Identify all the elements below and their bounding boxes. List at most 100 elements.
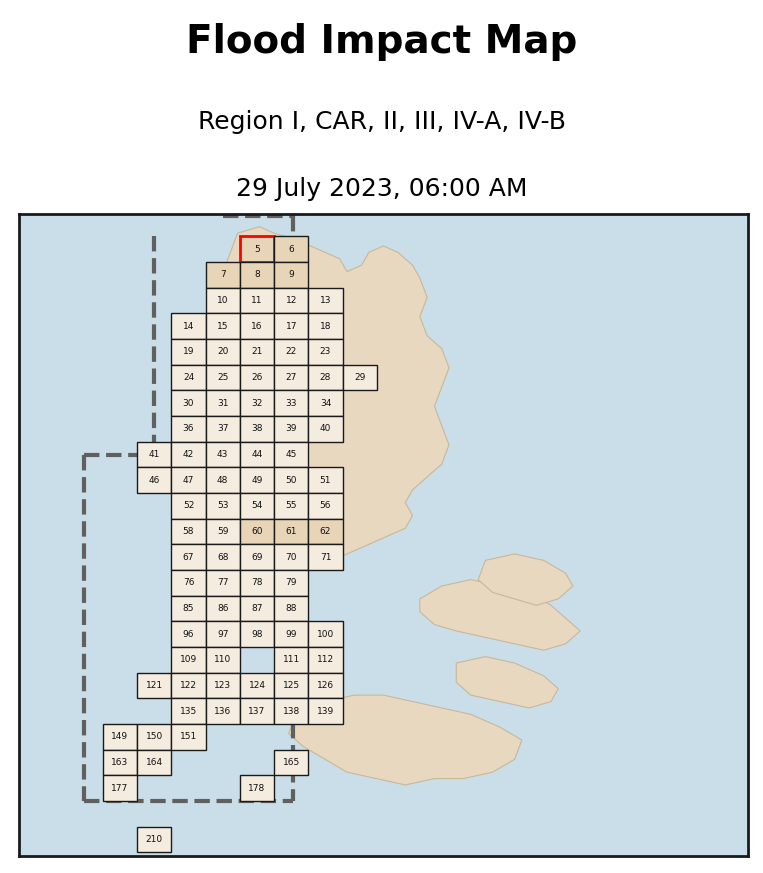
Text: 210: 210 [146,835,163,844]
Text: 29 July 2023, 06:00 AM: 29 July 2023, 06:00 AM [236,176,527,201]
Text: 123: 123 [214,681,231,690]
Text: 55: 55 [285,501,297,511]
Bar [308,313,343,339]
Text: 85: 85 [183,604,195,613]
Bar [103,775,137,801]
Text: 54: 54 [251,501,262,511]
Text: 36: 36 [183,424,195,433]
Polygon shape [456,656,559,708]
Text: 21: 21 [251,347,262,356]
Bar [172,595,205,622]
Bar [172,365,205,390]
Text: 7: 7 [220,271,226,279]
Text: 139: 139 [317,706,334,716]
Text: 164: 164 [146,758,163,767]
Text: 14: 14 [183,321,194,331]
Bar [240,519,274,545]
Bar [137,724,172,750]
Bar [103,750,137,775]
Text: 110: 110 [214,656,231,664]
Text: 33: 33 [285,399,297,408]
Text: 45: 45 [285,450,297,459]
Text: 124: 124 [249,681,266,690]
Bar [205,647,240,673]
Text: 43: 43 [217,450,228,459]
Bar [308,467,343,493]
Text: 39: 39 [285,424,297,433]
Text: 25: 25 [217,373,228,382]
Text: 48: 48 [217,476,228,485]
Bar [274,390,308,416]
Text: 9: 9 [288,271,294,279]
Text: 29: 29 [354,373,365,382]
Text: 122: 122 [180,681,197,690]
Bar [205,288,240,313]
Bar [308,647,343,673]
Text: 8: 8 [254,271,260,279]
Polygon shape [420,580,580,650]
Bar [172,493,205,519]
Bar [137,750,172,775]
Bar [274,698,308,724]
Bar [240,570,274,595]
Bar [308,416,343,442]
Text: 58: 58 [183,527,195,536]
Text: 13: 13 [320,296,331,305]
Bar [308,288,343,313]
Text: 88: 88 [285,604,297,613]
Text: 111: 111 [282,656,300,664]
Text: 56: 56 [320,501,331,511]
Text: 32: 32 [251,399,262,408]
Bar [240,493,274,519]
Text: 52: 52 [183,501,194,511]
Polygon shape [288,695,522,785]
Bar [205,416,240,442]
Bar [172,570,205,595]
Bar [240,262,274,288]
Bar [274,442,308,467]
Text: 79: 79 [285,578,297,588]
Text: 178: 178 [249,784,266,793]
Bar [172,390,205,416]
Text: 60: 60 [251,527,262,536]
Bar [274,288,308,313]
Bar [103,724,137,750]
Bar [205,622,240,647]
Bar [240,775,274,801]
Text: 151: 151 [180,732,197,741]
Bar [172,545,205,570]
Text: 50: 50 [285,476,297,485]
Text: 34: 34 [320,399,331,408]
Bar [240,622,274,647]
Bar [205,313,240,339]
Bar [274,647,308,673]
Bar [240,313,274,339]
Bar [274,622,308,647]
Bar [308,493,343,519]
Bar [240,390,274,416]
Bar [240,673,274,698]
Text: 96: 96 [183,629,195,639]
Text: 59: 59 [217,527,228,536]
Bar [172,622,205,647]
Text: 177: 177 [111,784,129,793]
Bar [205,262,240,288]
Bar [274,570,308,595]
Text: 87: 87 [251,604,262,613]
Text: 40: 40 [320,424,331,433]
Text: 69: 69 [251,553,262,561]
Text: 23: 23 [320,347,331,356]
Text: 10: 10 [217,296,228,305]
Text: 16: 16 [251,321,262,331]
Text: 100: 100 [317,629,334,639]
Text: 41: 41 [149,450,160,459]
Bar [172,416,205,442]
Text: 125: 125 [282,681,300,690]
Bar [240,698,274,724]
Bar [274,365,308,390]
Bar [308,390,343,416]
Text: 138: 138 [282,706,300,716]
Text: 53: 53 [217,501,228,511]
Bar [274,595,308,622]
Text: 165: 165 [282,758,300,767]
